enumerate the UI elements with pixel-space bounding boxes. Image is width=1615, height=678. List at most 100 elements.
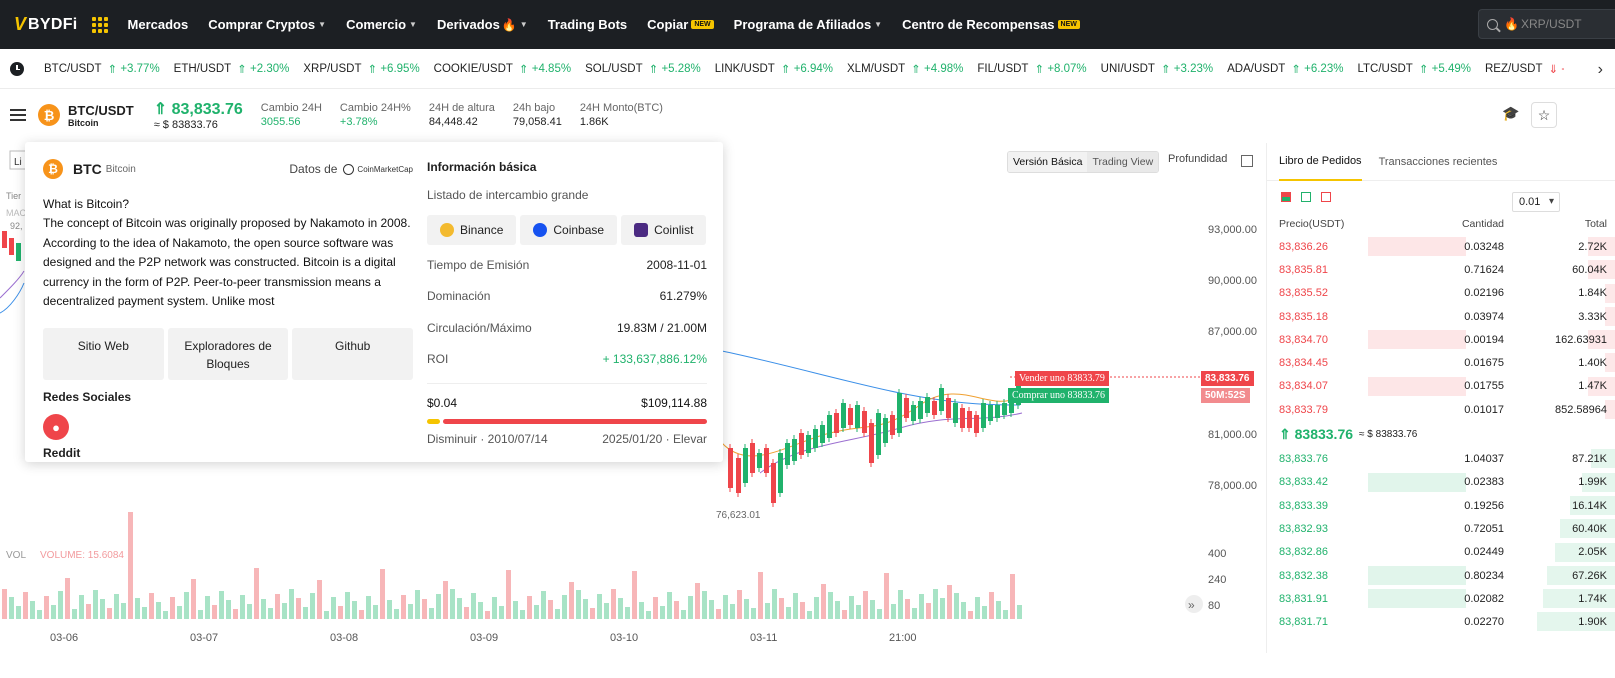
ticker-item[interactable]: XRP/USDT ⇑ +6.95%	[303, 62, 419, 76]
nav-item-trading-bots[interactable]: Trading Bots	[548, 17, 627, 32]
nav-item-comercio[interactable]: Comercio ▼	[346, 17, 417, 32]
bid-row[interactable]: 83,832.86 0.02449 2.05K	[1267, 541, 1615, 564]
y-axis-label: 78,000.00	[1208, 480, 1257, 492]
apps-grid-icon[interactable]	[91, 16, 108, 33]
coinbase-button[interactable]: Coinbase	[520, 215, 618, 245]
volume-bar	[457, 598, 462, 619]
precision-select[interactable]: 0.01	[1512, 192, 1560, 212]
ticker-change: +5.49%	[1431, 62, 1471, 75]
reddit-icon[interactable]: ●	[43, 414, 69, 440]
ticker-item[interactable]: COOKIE/USDT ⇑ +4.85%	[434, 62, 571, 76]
ticker-item[interactable]: XLM/USDT ⇑ +4.98%	[847, 62, 963, 76]
ticker-item[interactable]: ADA/USDT ⇑ +6.23%	[1227, 62, 1343, 76]
order-total: 1.47K	[1578, 380, 1607, 393]
ticker-item[interactable]: BTC/USDT ⇑ +3.77%	[44, 62, 160, 76]
ticker-change: +6.94%	[793, 62, 834, 75]
ticker-item[interactable]: FIL/USDT ⇑ +8.07%	[977, 62, 1086, 76]
volume-bar	[961, 602, 966, 619]
nav-item-comprar-cryptos[interactable]: Comprar Cryptos ▼	[208, 17, 326, 32]
tab-basic-version[interactable]: Versión Básica	[1008, 152, 1088, 172]
bid-row[interactable]: 83,831.91 0.02082 1.74K	[1267, 587, 1615, 610]
candle-body	[862, 411, 867, 433]
up-arrow-icon: ⇑	[1291, 63, 1301, 76]
price-chart[interactable]: 93,000.00 90,000.00 87,000.00 81,000.00 78,0…	[0, 143, 1262, 653]
candle-body	[890, 415, 895, 435]
ask-row[interactable]: 83,834.70 0.00194 162.63931	[1267, 328, 1615, 351]
volume-bar	[639, 602, 644, 619]
coinmarketcap-logo[interactable]: CoinMarketCap	[343, 163, 413, 175]
nav-item-derivados[interactable]: Derivados 🔥 ▼	[437, 17, 528, 32]
bid-row[interactable]: 83,832.93 0.72051 60.40K	[1267, 517, 1615, 540]
tab-recent-trades[interactable]: Transacciones recientes	[1378, 155, 1498, 168]
info-value: + 133,637,886.12%	[602, 352, 707, 367]
ticker-item[interactable]: REZ/USDT ⇓ -5.40%	[1485, 62, 1564, 76]
coinlist-button[interactable]: Coinlist	[621, 215, 707, 245]
volume-bar	[548, 600, 553, 619]
info-value: 19.83M / 21.00M	[616, 320, 707, 335]
ask-row[interactable]: 83,835.81 0.71624 60.04K	[1267, 258, 1615, 281]
candle-body	[827, 415, 832, 438]
volume-bar	[863, 591, 868, 619]
bydfi-logo[interactable]: V BYDFi	[14, 0, 78, 49]
bid-row[interactable]: 83,831.71 0.02270 1.90K	[1267, 610, 1615, 633]
tab-order-book[interactable]: Libro de Pedidos	[1279, 143, 1362, 181]
github-button[interactable]: Github	[292, 328, 414, 380]
bid-row[interactable]: 83,832.38 0.80234 67.26K	[1267, 564, 1615, 587]
coinbase-icon	[533, 223, 548, 237]
volume-bar	[681, 610, 686, 619]
search-icon	[1487, 18, 1498, 30]
ask-row[interactable]: 83,833.79 0.01017 852.58964	[1267, 398, 1615, 421]
ticker-item[interactable]: ETH/USDT ⇑ +2.30%	[174, 62, 290, 76]
search-box[interactable]: 🔥 XRP/USDT	[1478, 9, 1615, 39]
logo-mark-icon: V	[14, 14, 27, 34]
ask-row[interactable]: 83,835.18 0.03974 3.33K	[1267, 305, 1615, 328]
nav-item-copiar[interactable]: Copiar NEW	[647, 17, 714, 32]
bid-row[interactable]: 83,833.42 0.02383 1.99K	[1267, 471, 1615, 494]
bid-row[interactable]: 83,833.76 1.04037 87.21K	[1267, 447, 1615, 470]
ticker-item[interactable]: SOL/USDT ⇑ +5.28%	[585, 62, 701, 76]
ask-row[interactable]: 83,834.45 0.01675 1.40K	[1267, 351, 1615, 374]
candle-body	[995, 405, 1000, 418]
candle-body	[946, 398, 951, 418]
depth-bar	[1605, 400, 1615, 420]
website-button[interactable]: Sitio Web	[43, 328, 164, 380]
nav-item-programa-de-afiliados[interactable]: Programa de Afiliados ▼	[734, 17, 882, 32]
expand-icon[interactable]	[1241, 155, 1253, 167]
candle-body	[9, 238, 14, 255]
y-axis-label: 87,000.00	[1208, 326, 1257, 338]
block-explorers-button[interactable]: Exploradores de Bloques	[167, 328, 289, 380]
depth-tab[interactable]: Profundidad	[1168, 153, 1228, 165]
tab-trading-view[interactable]: Trading View	[1087, 152, 1159, 172]
graduation-cap-icon[interactable]: 🎓	[1502, 105, 1520, 121]
nav-item-centro-de-recompensas[interactable]: Centro de Recompensas NEW	[902, 17, 1080, 32]
view-both-icon[interactable]	[1281, 192, 1291, 202]
nav-item-mercados[interactable]: Mercados	[128, 17, 189, 32]
ask-row[interactable]: 83,834.07 0.01755 1.47K	[1267, 375, 1615, 398]
menu-icon[interactable]	[10, 109, 26, 121]
volume-bar	[695, 583, 700, 619]
binance-button[interactable]: Binance	[427, 215, 517, 245]
bid-row[interactable]: 83,833.39 0.19256 16.14K	[1267, 494, 1615, 517]
clock-icon[interactable]	[10, 61, 24, 76]
volume-bar	[744, 599, 749, 619]
coinmarketcap-icon	[343, 163, 355, 175]
ticker-item[interactable]: LINK/USDT ⇑ +6.94%	[715, 62, 833, 76]
volume-bar	[947, 585, 952, 619]
order-book-panel: Libro de Pedidos Transacciones recientes…	[1266, 143, 1615, 653]
candle-body	[736, 458, 741, 493]
view-bids-icon[interactable]	[1301, 192, 1311, 202]
depth-bar	[1570, 495, 1615, 515]
symbol-selector[interactable]: BTC/USDT Bitcoin	[68, 103, 134, 128]
order-total: 1.84K	[1578, 287, 1607, 300]
ticker-item[interactable]: LTC/USDT ⇑ +5.49%	[1357, 62, 1471, 76]
ticker-item[interactable]: UNI/USDT ⇑ +3.23%	[1101, 62, 1213, 76]
star-icon[interactable]: ☆	[1531, 102, 1557, 128]
volume-value: VOLUME: 15.6084	[40, 550, 124, 561]
volume-bar	[163, 611, 168, 619]
view-asks-icon[interactable]	[1321, 192, 1331, 202]
volume-bar	[254, 568, 259, 619]
chevron-right-icon[interactable]: ›	[1597, 61, 1603, 78]
ask-row[interactable]: 83,836.26 0.03248 2.72K	[1267, 235, 1615, 258]
volume-axis-label: 240	[1208, 574, 1226, 586]
ask-row[interactable]: 83,835.52 0.02196 1.84K	[1267, 282, 1615, 305]
